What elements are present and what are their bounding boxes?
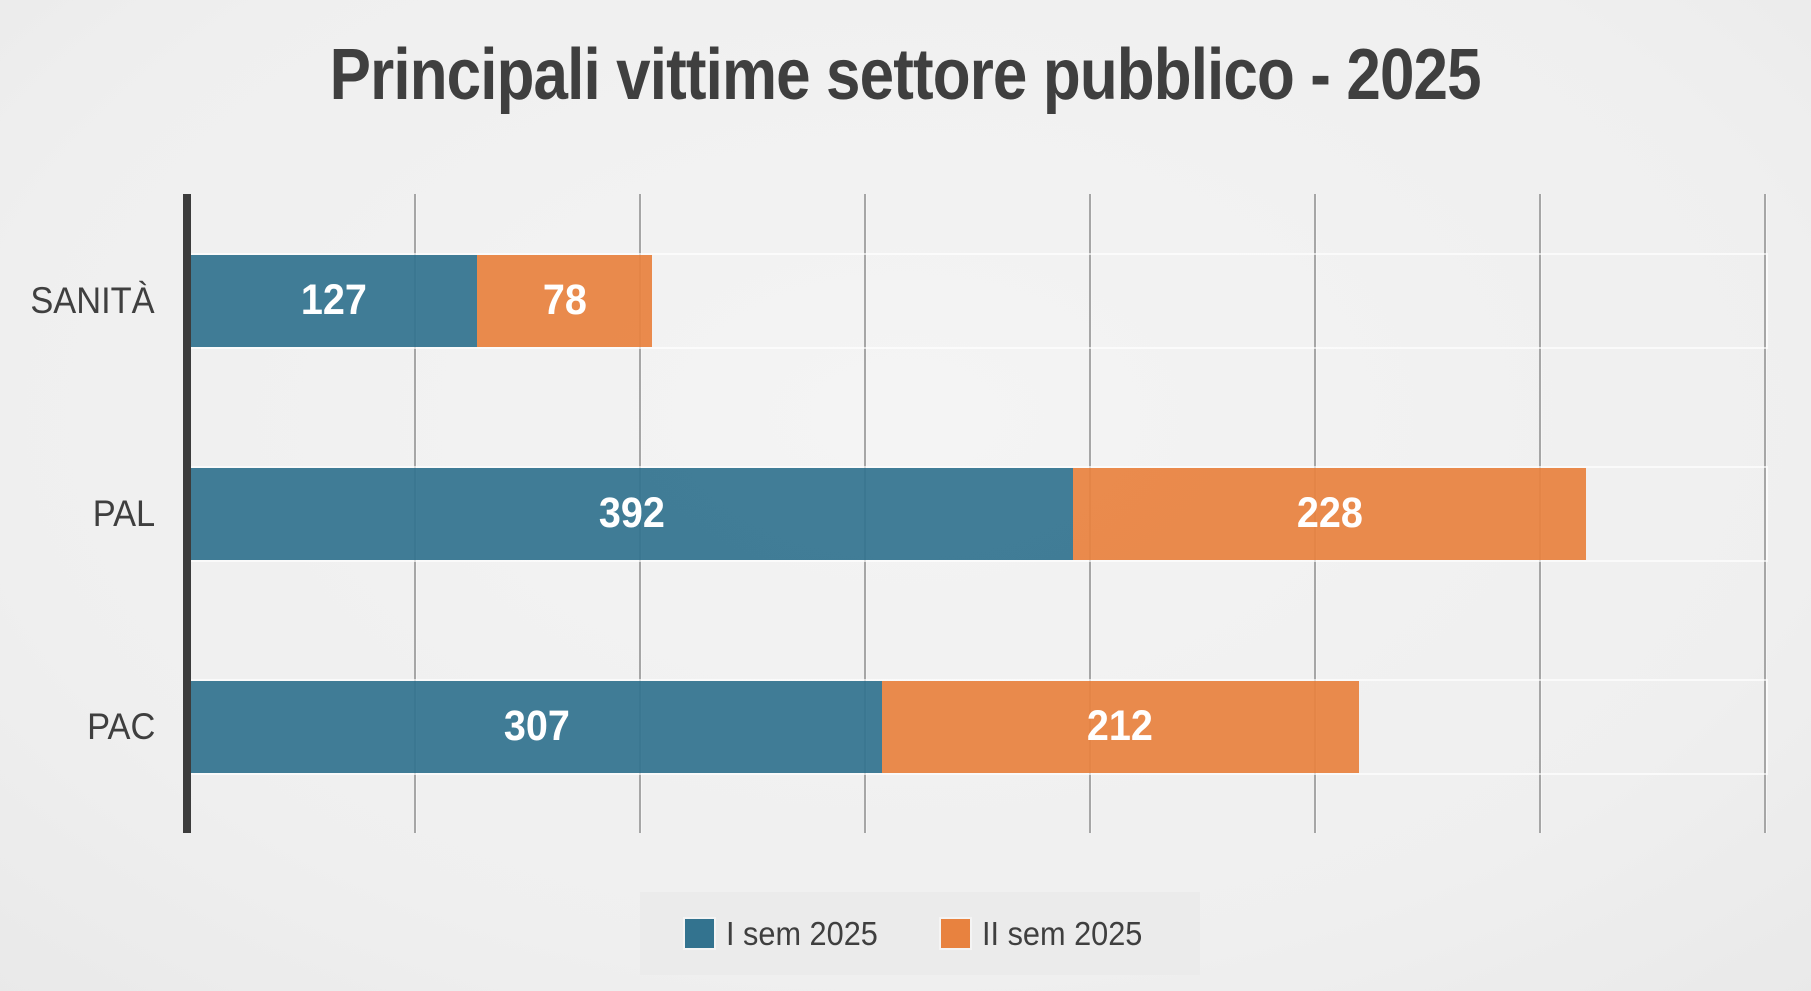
value-label: 127: [300, 276, 367, 324]
bars-layer: 127 78 392 228 307 212: [189, 194, 1768, 833]
bar-segment-sem1: 127: [191, 254, 477, 347]
gridline: [1764, 194, 1767, 833]
plot-area: 127 78 392 228 307 212: [183, 194, 1768, 833]
chart-title-text: Principali vittime settore pubblico - 20…: [329, 35, 1482, 115]
value-label: 228: [1296, 489, 1363, 537]
legend: I sem 2025 II sem 2025: [640, 892, 1200, 975]
bar-row: 307 212: [189, 620, 1768, 833]
legend-item-sem1: I sem 2025: [685, 915, 889, 953]
bar-segment-sem2: 212: [881, 680, 1359, 773]
category-label: PAC: [86, 705, 155, 747]
chart-title: Principali vittime settore pubblico - 20…: [0, 34, 1811, 116]
bar-row: 127 78: [189, 194, 1768, 407]
bar-segment-sem2: 228: [1073, 467, 1586, 560]
legend-label-sem2: II sem 2025: [982, 914, 1143, 952]
stacked-bar: 127 78: [189, 252, 1768, 349]
legend-swatch-sem1-icon: [685, 919, 715, 948]
legend-swatch-sem2-icon: [941, 919, 971, 948]
bar-row: 392 228: [189, 407, 1768, 620]
y-axis-line: [183, 194, 191, 833]
legend-label-sem1: I sem 2025: [726, 914, 878, 952]
stacked-bar: 392 228: [189, 465, 1768, 562]
value-label: 212: [1087, 702, 1154, 750]
stacked-bar: 307 212: [189, 678, 1768, 775]
bar-segment-sem1: 392: [191, 467, 1073, 560]
value-label: 307: [503, 702, 570, 750]
value-label: 78: [542, 276, 587, 324]
legend-item-sem2: II sem 2025: [941, 915, 1154, 953]
category-axis-labels: SANITÀ PAL PAC: [0, 194, 155, 833]
bar-segment-sem1: 307: [191, 680, 882, 773]
category-label: PAL: [92, 492, 155, 534]
category-label: SANITÀ: [30, 279, 155, 321]
bar-segment-sem2: 78: [476, 254, 653, 347]
value-label: 392: [598, 489, 666, 537]
